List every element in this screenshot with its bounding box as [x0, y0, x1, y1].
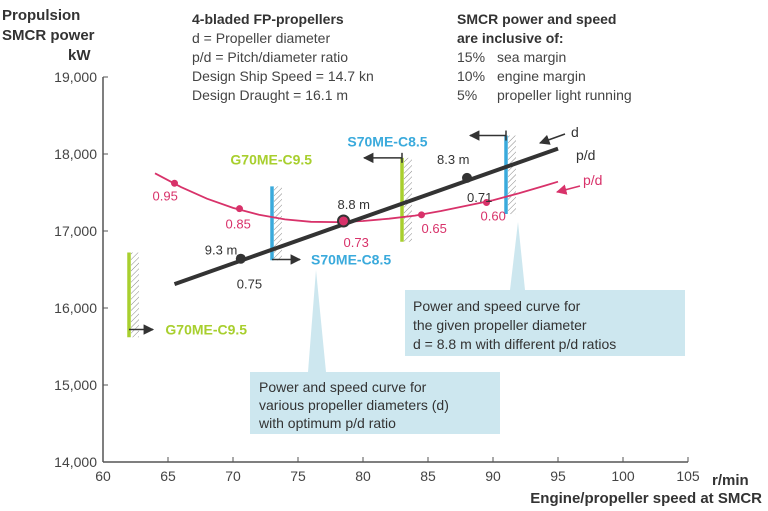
engine-label: S70ME-C8.5 [347, 134, 427, 150]
x-tick-label: 60 [95, 468, 111, 484]
d-line-label: d [571, 124, 579, 140]
notes-right-pct-2: 10% [457, 68, 485, 84]
d-line-end-label: p/d [576, 147, 595, 163]
notes-right-pct-3: 5% [457, 87, 477, 103]
notes-left-line-1: d = Propeller diameter [192, 30, 330, 46]
x-tick-label: 85 [420, 468, 436, 484]
notes-right-title-line-1: SMCR power and speed [457, 11, 616, 27]
pd-curve-point-label: 0.60 [481, 209, 506, 224]
callout-various-diameters: Power and speed curve for various propel… [250, 270, 500, 434]
d-line-pd-label: 0.75 [237, 277, 262, 292]
x-tick-label: 100 [611, 468, 635, 484]
y-axis-title-line-3: kW [68, 47, 91, 64]
pd-curve-label-arrow [555, 184, 581, 195]
engine-limit-hatch [274, 186, 282, 261]
d-line-point [235, 253, 246, 264]
pd-curve-label: p/d [583, 172, 602, 188]
y-tick-label: 18,000 [54, 146, 97, 162]
notes-right-text-1: sea margin [497, 49, 566, 65]
d-line-point-label: 8.3 m [437, 152, 470, 167]
engine-label: G70ME-C9.5 [230, 151, 312, 167]
callout-various-diameters-line-3: with optimum p/d ratio [258, 415, 396, 431]
engine-label: G70ME-C9.5 [165, 322, 247, 338]
engine-label: S70ME-C8.5 [311, 251, 391, 267]
x-tick-label: 90 [485, 468, 501, 484]
pd-curve-point [418, 211, 425, 219]
y-tick-label: 19,000 [54, 69, 97, 85]
d-line-label-arrow [539, 133, 566, 145]
notes-left-line-4: Design Draught = 16.1 m [192, 87, 348, 103]
pd-curve-point-label: 0.85 [226, 217, 251, 232]
pd-curve-point [483, 199, 490, 207]
d-line-point [337, 214, 350, 228]
callout-given-diameter-line-3: d = 8.8 m with different p/d ratios [413, 336, 616, 352]
pd-curve-point [236, 205, 243, 213]
x-tick-label: 105 [676, 468, 700, 484]
callout-various-diameters-line-1: Power and speed curve for [259, 379, 427, 395]
pd-curve-line [154, 172, 559, 224]
callout-given-diameter: Power and speed curve for the given prop… [405, 222, 685, 356]
notes-right-text-2: engine margin [497, 68, 586, 84]
pd-curve-point [171, 179, 178, 187]
x-tick-label: 70 [225, 468, 241, 484]
d-line-point-label: 9.3 m [205, 243, 238, 258]
y-tick-label: 14,000 [54, 454, 97, 470]
x-tick-label: 80 [355, 468, 371, 484]
notes-right-title-line-2: are inclusive of: [457, 30, 564, 46]
engine-limit-hatch [508, 135, 516, 215]
pd-curve-point-label: 0.95 [153, 188, 178, 203]
callout-various-diameters-box [250, 372, 500, 434]
chart-marks: 60 65 70 75 80 85 90 95 100 105 14,000 15,000 16,000… [54, 69, 700, 484]
callout-given-diameter-line-1: Power and speed curve for [413, 298, 581, 314]
y-tick-label: 16,000 [54, 300, 97, 316]
notes-right-pct-1: 15% [457, 49, 485, 65]
notes-left-title: 4-bladed FP-propellers [192, 11, 344, 27]
x-tick-label: 65 [160, 468, 176, 484]
d-line-point-label: 8.8 m [338, 197, 371, 212]
notes-left-line-3: Design Ship Speed = 14.7 kn [192, 68, 374, 84]
d-line-point [462, 172, 472, 183]
d-line-pd-label: 0.71 [467, 190, 492, 205]
y-tick-label: 15,000 [54, 377, 97, 393]
x-tick-label: 75 [290, 468, 306, 484]
y-axis-title-line-2: SMCR power [2, 27, 95, 44]
y-tick-label: 17,000 [54, 223, 97, 239]
x-axis-unit: r/min [712, 472, 749, 489]
engine-limit-hatch [131, 252, 139, 338]
pd-curve-point-label: 0.65 [422, 221, 447, 236]
callout-given-diameter-pointer [510, 222, 525, 290]
callout-various-diameters-line-2: various propeller diameters (d) [259, 397, 449, 413]
y-axis-title-line-1: Propulsion [2, 7, 80, 24]
x-tick-label: 95 [550, 468, 566, 484]
notes-left-line-2: p/d = Pitch/diameter ratio [192, 49, 348, 65]
x-axis-title: Engine/propeller speed at SMCR [530, 490, 762, 507]
callout-given-diameter-line-2: the given propeller diameter [413, 317, 587, 333]
notes-right-text-3: propeller light running [497, 87, 632, 103]
d-line-pd-label: 0.73 [344, 235, 369, 250]
callout-various-diameters-pointer [308, 270, 326, 372]
callout-given-diameter-box [405, 290, 685, 356]
